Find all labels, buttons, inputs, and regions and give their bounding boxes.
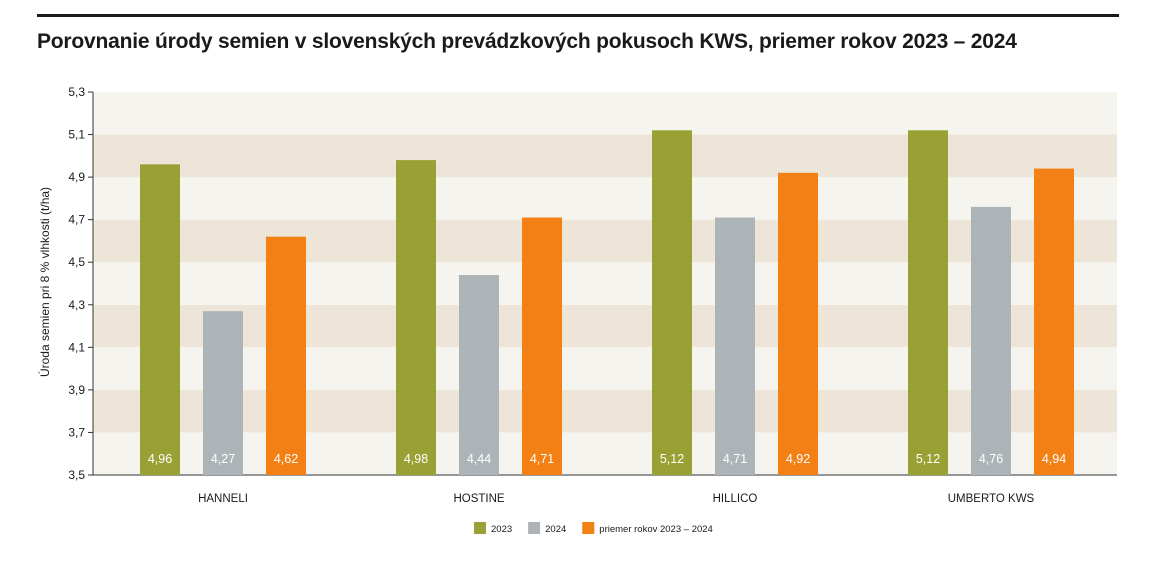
bar [266, 236, 306, 475]
grid-band [93, 262, 1117, 305]
grid-band [93, 219, 1117, 263]
x-category-label: HANNELI [198, 493, 248, 505]
grid-band [93, 134, 1117, 178]
grid-band [93, 92, 1117, 135]
bar-value-label: 4,27 [211, 452, 235, 466]
y-tick-label: 5,3 [68, 85, 85, 99]
grid-band [93, 177, 1117, 220]
legend-label: 2024 [545, 524, 566, 535]
y-tick-label: 4,5 [68, 255, 85, 269]
grid-band [93, 389, 1117, 433]
legend-swatch [474, 522, 486, 534]
y-tick-label: 3,5 [68, 468, 85, 482]
bar-value-label: 4,92 [786, 452, 810, 466]
title-rule [37, 14, 1119, 17]
legend-swatch [582, 522, 595, 534]
y-tick-label: 4,7 [68, 213, 85, 227]
bar [396, 160, 436, 476]
y-axis-label: Úroda semien pri 8 % vlhkosti (t/ha) [37, 187, 52, 377]
y-tick-label: 5,1 [68, 128, 85, 142]
y-tick-label: 4,9 [68, 170, 85, 184]
bar-value-label: 4,94 [1042, 452, 1066, 466]
bar [971, 206, 1011, 475]
legend-swatch [528, 522, 541, 534]
bar [1034, 168, 1074, 475]
bar [778, 172, 818, 475]
bar-value-label: 5,12 [916, 452, 940, 466]
legend-label: priemer rokov 2023 – 2024 [599, 524, 713, 535]
bar-value-label: 4,62 [274, 452, 298, 466]
bar [715, 217, 755, 476]
bar [522, 217, 562, 476]
y-tick-label: 3,7 [68, 425, 85, 439]
bar [459, 274, 499, 475]
bar [140, 164, 180, 475]
bar-value-label: 4,71 [530, 452, 554, 466]
bar [908, 130, 948, 476]
bar-value-label: 4,71 [723, 452, 747, 466]
x-category-label: UMBERTO KWS [948, 493, 1035, 505]
bar [203, 311, 243, 475]
grid-band [93, 304, 1117, 348]
grid-band [93, 432, 1117, 475]
x-category-label: HILLICO [713, 493, 758, 505]
bar-value-label: 4,76 [979, 452, 1003, 466]
bar-value-label: 4,96 [148, 452, 172, 466]
legend-label: 2023 [491, 524, 512, 535]
chart-title: Porovnanie úrody semien v slovenských pr… [37, 30, 1017, 53]
grid-band [93, 347, 1117, 390]
bar-value-label: 4,44 [467, 452, 491, 466]
y-tick-label: 3,9 [68, 383, 85, 397]
x-category-label: HOSTINE [453, 493, 504, 505]
bar-value-label: 4,98 [404, 452, 428, 466]
bar [652, 130, 692, 476]
y-tick-label: 4,1 [68, 340, 85, 354]
bar-value-label: 5,12 [660, 452, 684, 466]
y-tick-label: 4,3 [68, 298, 85, 312]
